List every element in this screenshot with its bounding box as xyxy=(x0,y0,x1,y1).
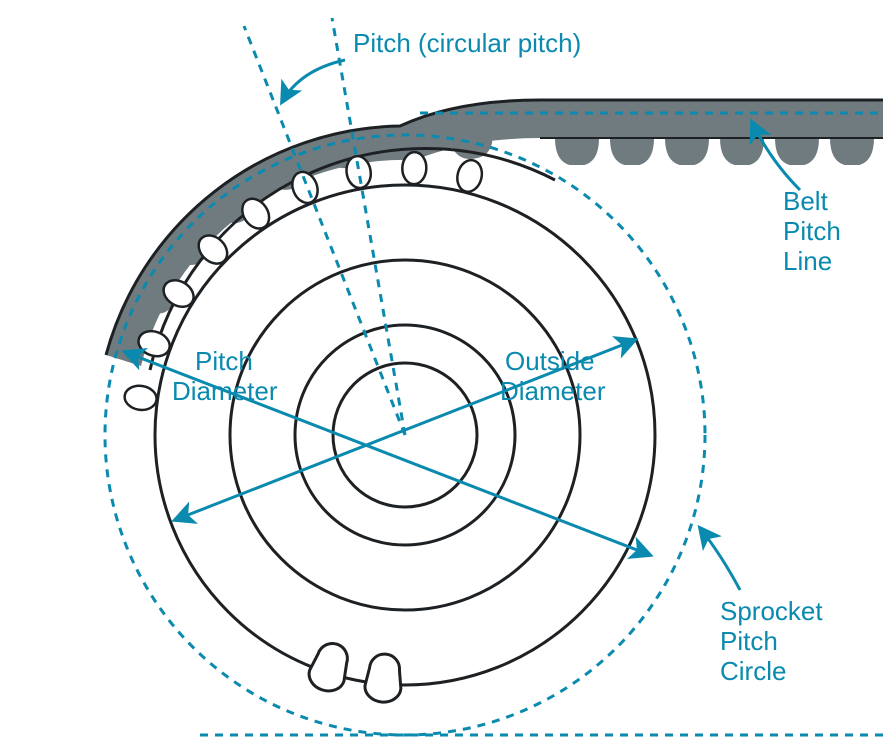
outside-diameter-label-2: Diameter xyxy=(500,376,606,406)
outside-diameter-label-1: Outside xyxy=(505,346,595,376)
sprocket-pitch-label-2: Pitch xyxy=(720,626,778,656)
pitch-title-label: Pitch (circular pitch) xyxy=(353,28,581,58)
sprocket-pitch-leader xyxy=(700,528,740,590)
sprocket-pitch-label-3: Circle xyxy=(720,656,786,686)
sprocket-belt-diagram: Pitch (circular pitch) Belt Pitch Line P… xyxy=(0,0,883,756)
belt-pitch-line-label-3: Line xyxy=(783,246,832,276)
pitch-leader xyxy=(282,60,345,102)
belt-pitch-line-label-1: Belt xyxy=(783,186,829,216)
sprocket-pitch-label-1: Sprocket xyxy=(720,596,823,626)
pitch-diameter-label-1: Pitch xyxy=(195,346,253,376)
belt-pitch-line-label-2: Pitch xyxy=(783,216,841,246)
pitch-diameter-label-2: Diameter xyxy=(172,376,278,406)
